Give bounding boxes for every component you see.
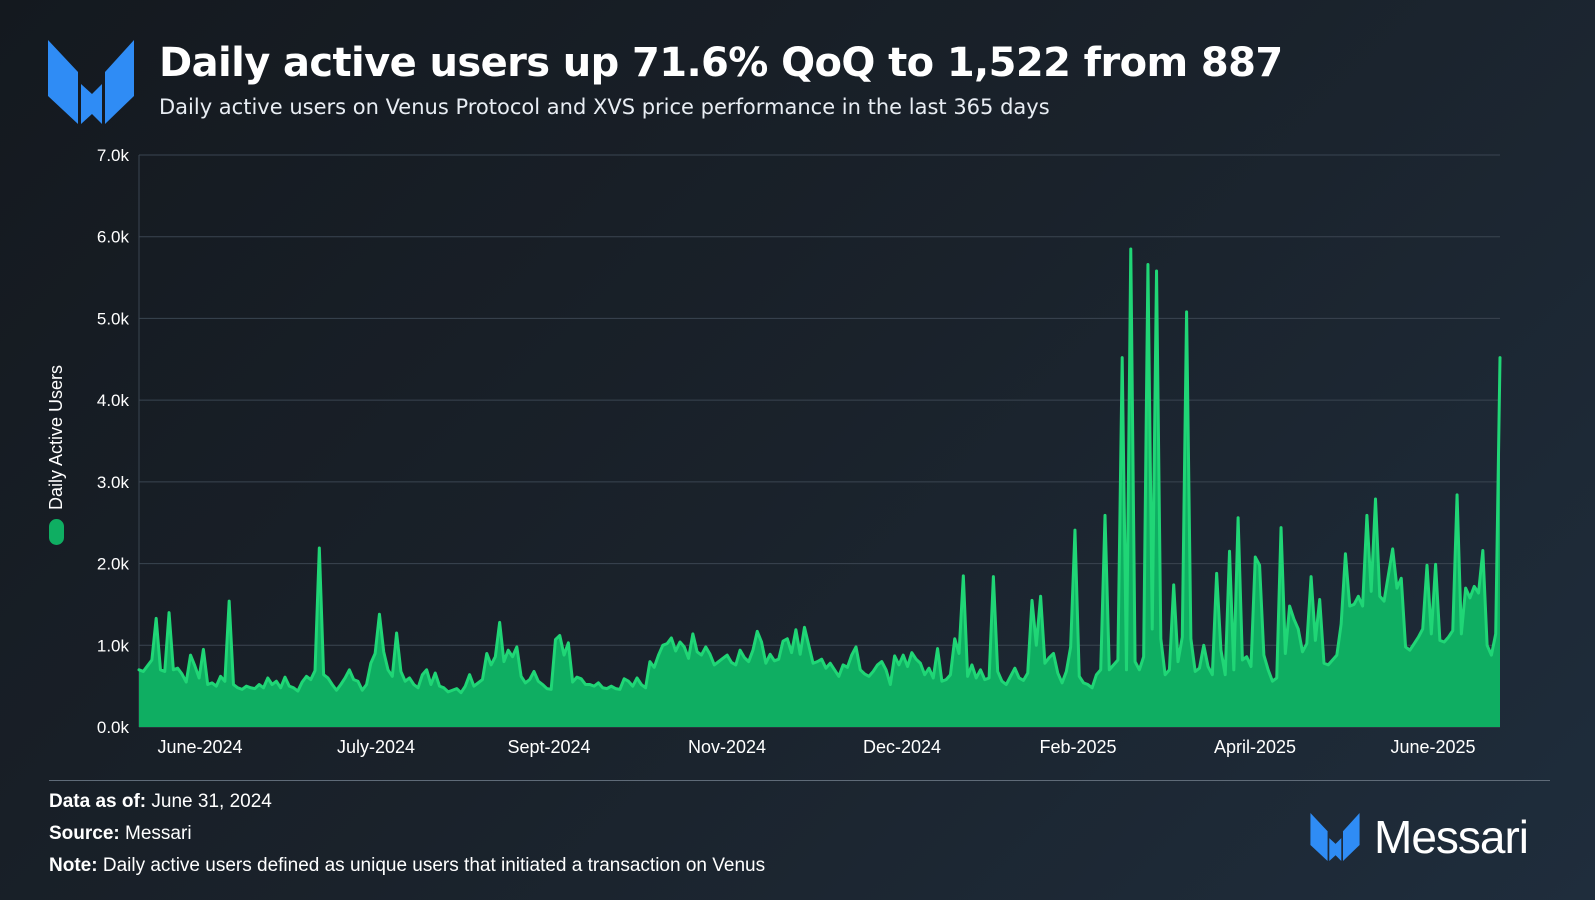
footer-divider xyxy=(49,780,1550,781)
y-tick-label: 3.0k xyxy=(97,473,130,492)
y-tick-label: 0.0k xyxy=(97,718,130,737)
data-as-of-label: Data as of: xyxy=(49,791,147,812)
messari-wordmark: Messari xyxy=(1374,811,1529,863)
footer-data-as-of: Data as of: June 31, 2024 xyxy=(49,791,272,813)
y-tick-label: 7.0k xyxy=(97,146,130,165)
messari-brand-icon xyxy=(1310,813,1360,861)
series-area xyxy=(139,248,1500,727)
x-tick-label: Dec-2024 xyxy=(863,737,941,757)
y-tick-label: 2.0k xyxy=(97,555,130,574)
y-axis-legend: Daily Active Users xyxy=(46,365,67,545)
series-line xyxy=(137,247,1502,695)
messari-brand: Messari xyxy=(1310,811,1529,863)
x-tick-label: Feb-2025 xyxy=(1039,737,1116,757)
chart-title: Daily active users up 71.6% QoQ to 1,522… xyxy=(159,40,1283,86)
x-tick-label: Nov-2024 xyxy=(688,737,766,757)
chart-subtitle: Daily active users on Venus Protocol and… xyxy=(159,95,1050,119)
y-tick-label: 4.0k xyxy=(97,391,130,410)
x-tick-label: June-2025 xyxy=(1390,737,1475,757)
x-tick-label: July-2024 xyxy=(337,737,415,757)
x-tick-label: June-2024 xyxy=(157,737,242,757)
footer-note: Note: Daily active users defined as uniq… xyxy=(49,855,765,877)
x-tick-label: April-2025 xyxy=(1214,737,1296,757)
y-axis-label: Daily Active Users xyxy=(46,364,66,510)
y-tick-label: 5.0k xyxy=(97,309,130,328)
note-label: Note: xyxy=(49,855,98,876)
footer-source: Source: Messari xyxy=(49,823,192,845)
source-label: Source: xyxy=(49,823,120,844)
source-value: Messari xyxy=(125,823,192,844)
note-value: Daily active users defined as unique use… xyxy=(102,855,766,876)
data-as-of-value: June 31, 2024 xyxy=(151,791,272,812)
y-tick-label: 1.0k xyxy=(97,636,130,655)
daily-active-users-chart: 0.0k 1.0k 2.0k 3.0k 4.0k 5.0k 6.0k 7.0k June-202… xyxy=(97,146,1502,757)
legend-swatch xyxy=(49,519,64,545)
x-tick-label: Sept-2024 xyxy=(507,737,590,757)
y-tick-label: 6.0k xyxy=(97,228,130,247)
messari-logo-icon xyxy=(48,40,134,124)
